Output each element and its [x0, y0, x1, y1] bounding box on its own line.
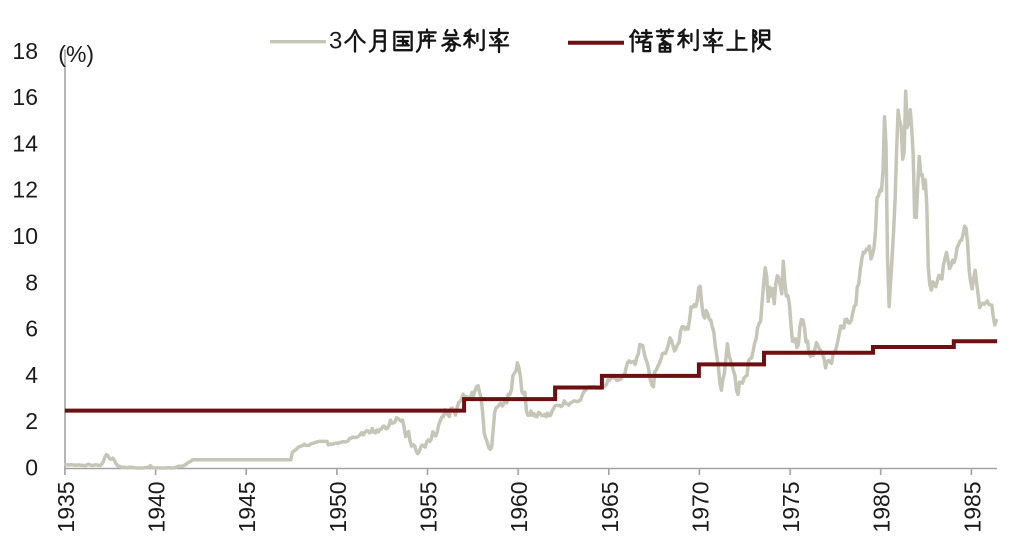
svg-text:1940: 1940: [144, 481, 170, 532]
svg-text:12: 12: [12, 177, 38, 203]
svg-text:6: 6: [25, 316, 38, 342]
svg-text:1935: 1935: [53, 481, 79, 532]
svg-text:1955: 1955: [416, 481, 442, 532]
svg-text:(%): (%): [58, 41, 94, 67]
svg-text:8: 8: [25, 269, 38, 295]
svg-text:16: 16: [12, 84, 38, 110]
svg-text:1980: 1980: [869, 481, 895, 532]
svg-text:1970: 1970: [687, 481, 713, 532]
svg-text:4: 4: [25, 362, 38, 388]
svg-text:1975: 1975: [778, 481, 804, 532]
svg-text:14: 14: [12, 130, 38, 156]
svg-text:3: 3: [329, 28, 342, 55]
svg-text:10: 10: [12, 223, 38, 249]
svg-text:2: 2: [25, 408, 38, 434]
svg-text:1985: 1985: [959, 481, 985, 532]
svg-text:0: 0: [25, 454, 38, 480]
svg-text:1950: 1950: [325, 481, 351, 532]
svg-text:18: 18: [12, 38, 38, 64]
svg-text:1965: 1965: [597, 481, 623, 532]
svg-text:1960: 1960: [506, 481, 532, 532]
svg-text:1945: 1945: [234, 481, 260, 532]
